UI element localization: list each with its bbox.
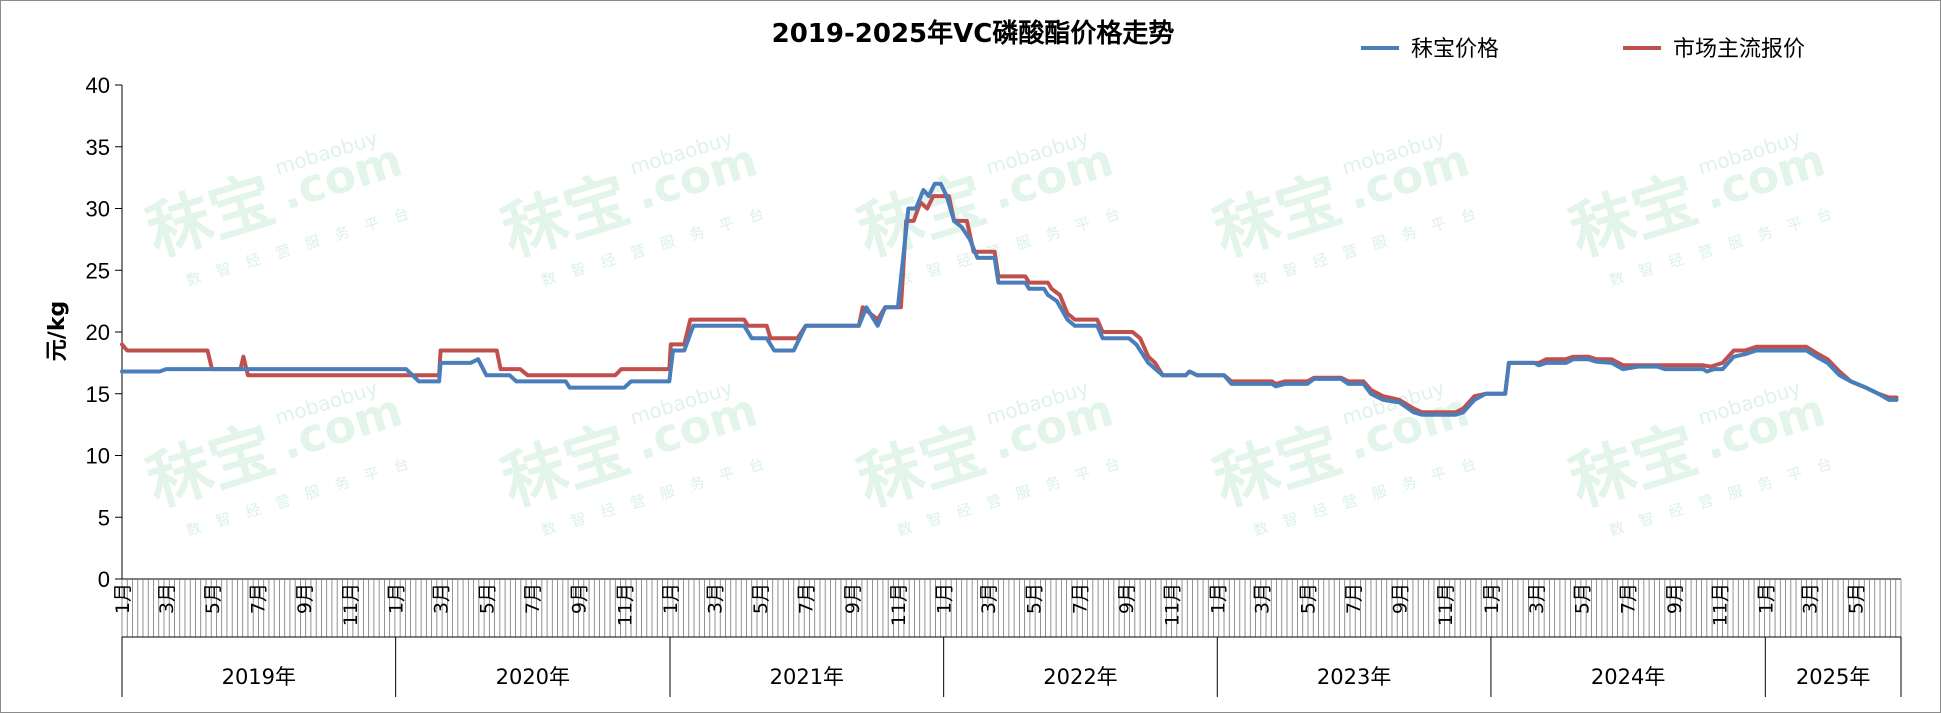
y-tick-label: 40 [86,73,110,98]
x-month-label: 1月 [1481,583,1503,614]
x-month-label: 7月 [1069,583,1091,614]
x-month-label: 1月 [112,583,134,614]
x-month-label: 1月 [1755,583,1777,614]
x-month-label: 11月 [340,583,362,626]
x-month-label: 7月 [1343,583,1365,614]
x-year-label: 2019年 [222,665,296,689]
x-year-label: 2024年 [1591,665,1665,689]
x-month-label: 9月 [294,583,316,614]
x-month-label: 7月 [522,583,544,614]
x-month-label: 9月 [842,583,864,614]
x-month-label: 3月 [1526,583,1548,614]
x-month-label: 7月 [796,583,818,614]
y-axis: 0 5 10 15 20 25 30 35 40 [86,73,123,592]
x-month-label: 3月 [431,583,453,614]
x-month-label: 3月 [978,583,1000,614]
x-month-label: 3月 [1800,583,1822,614]
x-month-label: 5月 [1297,583,1319,614]
y-tick-label: 15 [86,382,110,407]
x-month-label: 1月 [386,583,408,614]
x-month-label: 11月 [614,583,636,626]
x-month-label: 7月 [248,583,270,614]
x-month-label: 7月 [1617,583,1639,614]
x-axis: 1月 3月 5月 7月 9月 11月 2019年 1月 3月 5月 7月 9月 11月 2020年 1月 3月… [112,578,1902,697]
x-month-label: 5月 [1024,583,1046,614]
x-month-label: 11月 [1162,583,1184,626]
x-month-label: 1月 [934,583,956,614]
y-tick-label: 35 [86,135,110,160]
y-axis-label: 元/kg [45,301,70,361]
x-weekly-ticks [121,579,1902,637]
y-tick-label: 30 [86,197,110,222]
x-month-label: 3月 [156,583,178,614]
x-year-label: 2022年 [1043,665,1117,689]
series-line-0 [120,181,1899,417]
chart-title: 2019-2025年VC磷酸酯价格走势 [772,18,1175,49]
series-layer [120,181,1899,417]
x-month-label: 9月 [1116,583,1138,614]
y-tick-label: 20 [86,320,110,345]
x-year-label: 2020年 [496,665,570,689]
y-tick-label: 10 [86,444,110,469]
x-year-label: 2023年 [1317,665,1391,689]
legend: 秣宝价格 市场主流报价 [1361,37,1805,62]
x-month-label: 5月 [1572,583,1594,614]
x-month-label: 5月 [750,583,772,614]
y-tick-label: 25 [86,258,110,283]
x-year-label: 2025年 [1796,665,1870,689]
x-month-label: 5月 [202,583,224,614]
x-month-label: 5月 [1845,583,1867,614]
x-month-label: 1月 [1207,583,1229,614]
legend-label-series-0: 秣宝价格 [1411,37,1499,62]
legend-label-series-1: 市场主流报价 [1673,37,1805,62]
x-month-label: 9月 [1389,583,1411,614]
x-month-label: 11月 [1710,583,1732,626]
y-tick-label: 0 [98,567,110,592]
y-tick-label: 5 [98,505,110,530]
x-year-label: 2021年 [770,665,844,689]
x-month-label: 5月 [476,583,498,614]
series-line-1 [120,194,1899,415]
x-month-label: 9月 [1664,583,1686,614]
x-month-label: 9月 [569,583,591,614]
x-month-label: 3月 [704,583,726,614]
x-month-label: 11月 [888,583,910,626]
x-month-label: 1月 [660,583,682,614]
x-month-label: 11月 [1435,583,1457,626]
x-month-label: 3月 [1252,583,1274,614]
